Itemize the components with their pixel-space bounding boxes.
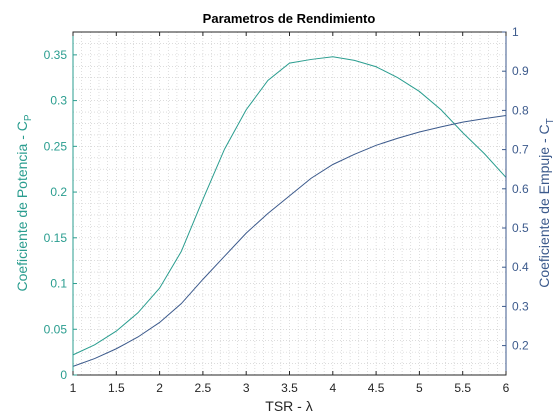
y-left-tick-label: 0.25 [44, 139, 68, 153]
y-left-tick-label: 0.35 [44, 48, 68, 62]
x-tick-label: 1 [70, 381, 77, 395]
y-right-axis-label: Coeficiente de Empuje - CT [536, 118, 556, 288]
x-tick-label: 1.5 [108, 381, 125, 395]
x-tick-label: 2 [156, 381, 163, 395]
y-left-tick-label: 0.05 [44, 322, 68, 336]
y-left-tick-label: 0.3 [50, 94, 67, 108]
y-left-tick-label: 0.2 [50, 185, 67, 199]
left-axis: 0 0.05 0.1 0.15 0.2 0.25 0.3 0.35 [44, 32, 77, 382]
minor-grid [72, 31, 507, 376]
x-tick-label: 5.5 [454, 381, 471, 395]
series-line-power-coefficient [72, 56, 507, 356]
x-tick-label: 4 [329, 381, 336, 395]
series-line-thrust-coefficient [72, 115, 507, 367]
y-right-tick-label: 0.9 [512, 64, 529, 78]
y-right-tick-label: 0.4 [512, 260, 529, 274]
y-right-tick-label: 1 [512, 25, 519, 39]
y-left-tick-label: 0.15 [44, 231, 68, 245]
y-right-tick-label: 0.5 [512, 221, 529, 235]
y-right-axis-label-subscript: T [545, 118, 556, 124]
chart-title: Parametros de Rendimiento [203, 11, 376, 26]
y-right-tick-label: 0.7 [512, 143, 529, 157]
y-right-tick-label: 0.3 [512, 299, 529, 313]
y-right-axis-label-text: Coeficiente de Empuje - C [536, 124, 552, 287]
x-tick-label: 5 [416, 381, 423, 395]
right-axis: 0.2 0.3 0.4 0.5 0.6 0.7 0.8 0.9 1 [502, 25, 529, 375]
series-lines [72, 56, 507, 367]
y-right-tick-label: 0.8 [512, 103, 529, 117]
x-tick-label: 3 [243, 381, 250, 395]
y-left-axis-label-text: Coeficiente de Potencia - C [14, 121, 30, 291]
x-tick-label: 3.5 [281, 381, 298, 395]
y-left-axis-label-subscript: P [23, 114, 34, 121]
y-left-tick-label: 0.1 [50, 277, 67, 291]
x-axis-label: TSR - λ [265, 398, 312, 414]
y-right-tick-label: 0.2 [512, 339, 529, 353]
x-tick-label: 2.5 [195, 381, 212, 395]
bottom-axis: 1 1.5 2 2.5 3 3.5 4 4.5 5 5.5 6 [70, 32, 510, 395]
y-left-axis-label: Coeficiente de Potencia - CP [14, 114, 34, 291]
y-left-tick-label: 0 [60, 368, 67, 382]
x-tick-label: 6 [503, 381, 510, 395]
y-right-tick-label: 0.6 [512, 182, 529, 196]
x-tick-label: 4.5 [368, 381, 385, 395]
